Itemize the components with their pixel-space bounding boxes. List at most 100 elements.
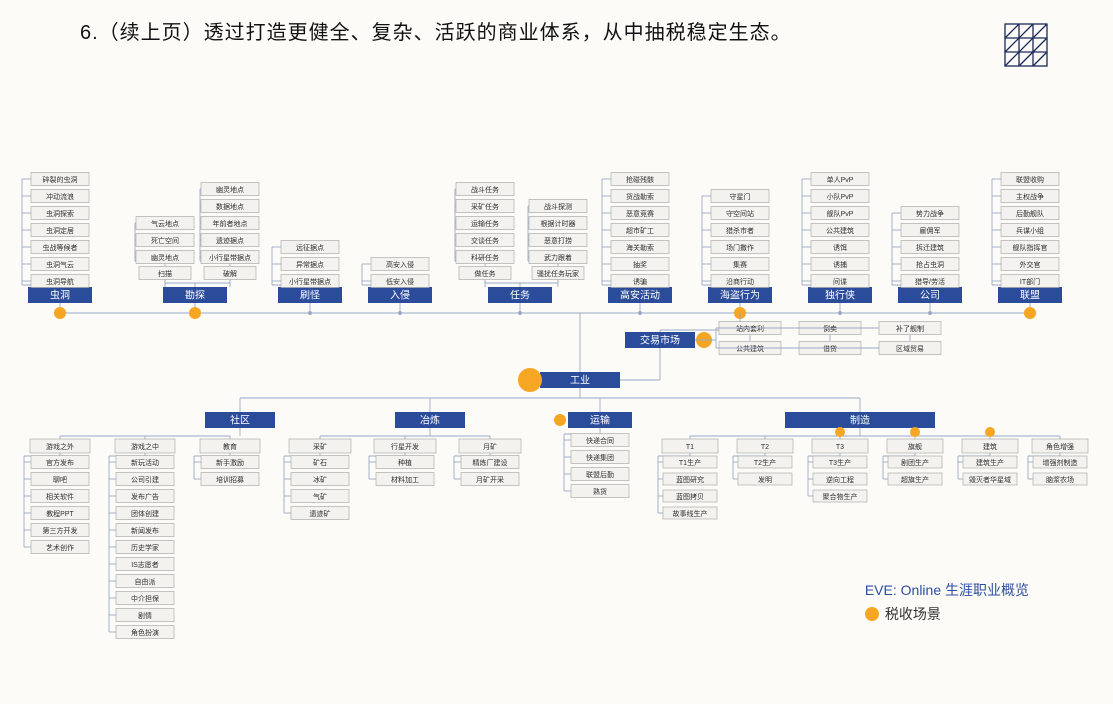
item: 联盟后勤 <box>586 470 614 479</box>
item: 艺术创作 <box>46 543 74 552</box>
item: 舰队PvP <box>827 209 854 218</box>
cat-入侵: 入侵 <box>390 290 410 302</box>
item: IS志愿者 <box>131 560 159 569</box>
item: 诱骗 <box>633 277 647 286</box>
item: 场门撒作 <box>726 243 754 252</box>
item: 行星开发 <box>391 442 419 451</box>
item: 诱捕 <box>833 260 847 269</box>
item: 守空间站 <box>726 209 754 218</box>
item: 逆向工程 <box>826 475 854 484</box>
item: 雇佣军 <box>920 226 941 235</box>
item: 虫洞气云 <box>46 260 74 269</box>
item: 诱饵 <box>833 243 847 252</box>
item: 势力战争 <box>916 209 944 218</box>
item: 主权战争 <box>1016 192 1044 201</box>
item: 增强剂制造 <box>1043 458 1078 467</box>
item: 虫战等候者 <box>43 243 78 252</box>
item: 年前者地点 <box>213 219 248 228</box>
item: 精炼厂建设 <box>473 458 508 467</box>
item: 发明 <box>758 475 772 484</box>
legend: EVE: Online 生涯职业概览 税收场景 <box>865 580 1029 624</box>
item: 毁灭者华星域 <box>969 475 1011 484</box>
item: 碎裂的虫洞 <box>43 175 78 184</box>
item: 战斗探测 <box>544 202 572 211</box>
item: 培训招募 <box>216 475 244 484</box>
item: 虫洞定居 <box>46 226 74 235</box>
item: 科研任务 <box>471 253 499 262</box>
item: 骚扰任务玩家 <box>537 269 579 278</box>
item: 拆迁建筑 <box>916 243 944 252</box>
item: 数据地点 <box>216 202 244 211</box>
item: 舰队指挥官 <box>1013 243 1048 252</box>
item: 破解 <box>223 269 237 278</box>
item: 根据计时器 <box>541 219 576 228</box>
item: 恶意打捞 <box>544 236 572 245</box>
cat-联盟: 联盟 <box>1020 290 1040 302</box>
item: 建筑生产 <box>976 458 1004 467</box>
item: 武力跟着 <box>544 253 572 262</box>
item: 间谍 <box>833 277 847 286</box>
item: 冰矿 <box>313 475 327 484</box>
cat-交易市场: 交易市场 <box>640 334 680 347</box>
item: 幽灵地点 <box>216 185 244 194</box>
item: 做任务 <box>475 269 496 278</box>
item: 种植 <box>398 458 412 467</box>
item: 角色扮演 <box>131 628 159 637</box>
item: 团体创建 <box>131 509 159 518</box>
item: 自由派 <box>135 577 156 586</box>
cat-高安活动: 高安活动 <box>620 289 660 302</box>
item: 快递合同 <box>586 436 614 445</box>
item: 剧团生产 <box>901 458 929 467</box>
item: 官方发布 <box>46 458 74 467</box>
item: T3 <box>836 444 844 451</box>
cat-社区: 社区 <box>230 414 250 427</box>
item: T1 <box>686 444 694 451</box>
item: 新玩活动 <box>131 458 159 467</box>
item: 虫洞导航 <box>46 277 74 286</box>
item: 教育 <box>223 442 237 451</box>
item: 聊吧 <box>53 475 67 484</box>
cat-制造: 制造 <box>850 414 870 427</box>
item: 海关勒索 <box>626 243 654 252</box>
item: 遗迹矿 <box>310 509 331 518</box>
item: 异常据点 <box>296 260 324 269</box>
item: 补了舰制 <box>896 324 924 333</box>
item: 公共建筑 <box>826 226 854 235</box>
item: 猎杀市者 <box>726 226 754 235</box>
item: 兵谋小组 <box>1016 226 1044 235</box>
item: 区域贸易 <box>896 344 924 353</box>
item: 外交官 <box>1020 260 1041 269</box>
cat-公司: 公司 <box>920 291 940 302</box>
item: 抢占虫洞 <box>916 260 944 269</box>
item: 剧情 <box>138 611 152 620</box>
item: 小行星带据点 <box>209 253 251 262</box>
item: 气云地点 <box>151 219 179 228</box>
legend-title: EVE: Online 生涯职业概览 <box>865 580 1029 600</box>
item: T1生产 <box>679 458 701 467</box>
item: 超市矿工 <box>626 226 654 235</box>
item: 中介担保 <box>131 594 159 603</box>
item: 矿石 <box>313 458 327 467</box>
item: 蓝图拷贝 <box>676 492 704 501</box>
cat-工业: 工业 <box>570 375 590 387</box>
item: 守星门 <box>730 192 751 201</box>
item: 采矿 <box>313 442 327 451</box>
item: 交谈任务 <box>471 236 499 245</box>
item: 故事线生产 <box>673 509 708 518</box>
item: 熟货 <box>593 487 607 496</box>
item: 冲动流浪 <box>46 192 74 201</box>
item: 战斗任务 <box>471 185 499 194</box>
item: 联盟收购 <box>1016 175 1044 184</box>
item: 高安入侵 <box>386 260 414 269</box>
item: 集赛 <box>733 260 747 269</box>
item: 旗舰 <box>908 442 922 451</box>
item: 扫描 <box>158 269 172 278</box>
cat-运输: 运输 <box>590 414 610 427</box>
item: 游戏之中 <box>131 442 159 451</box>
tax-dot-icon <box>865 607 879 621</box>
item: 抽奖 <box>633 260 647 269</box>
legend-tax: 税收场景 <box>885 604 941 624</box>
item: 小行星带据点 <box>289 277 331 286</box>
item: 月矿 <box>483 442 497 451</box>
item: 发布广告 <box>131 492 159 501</box>
